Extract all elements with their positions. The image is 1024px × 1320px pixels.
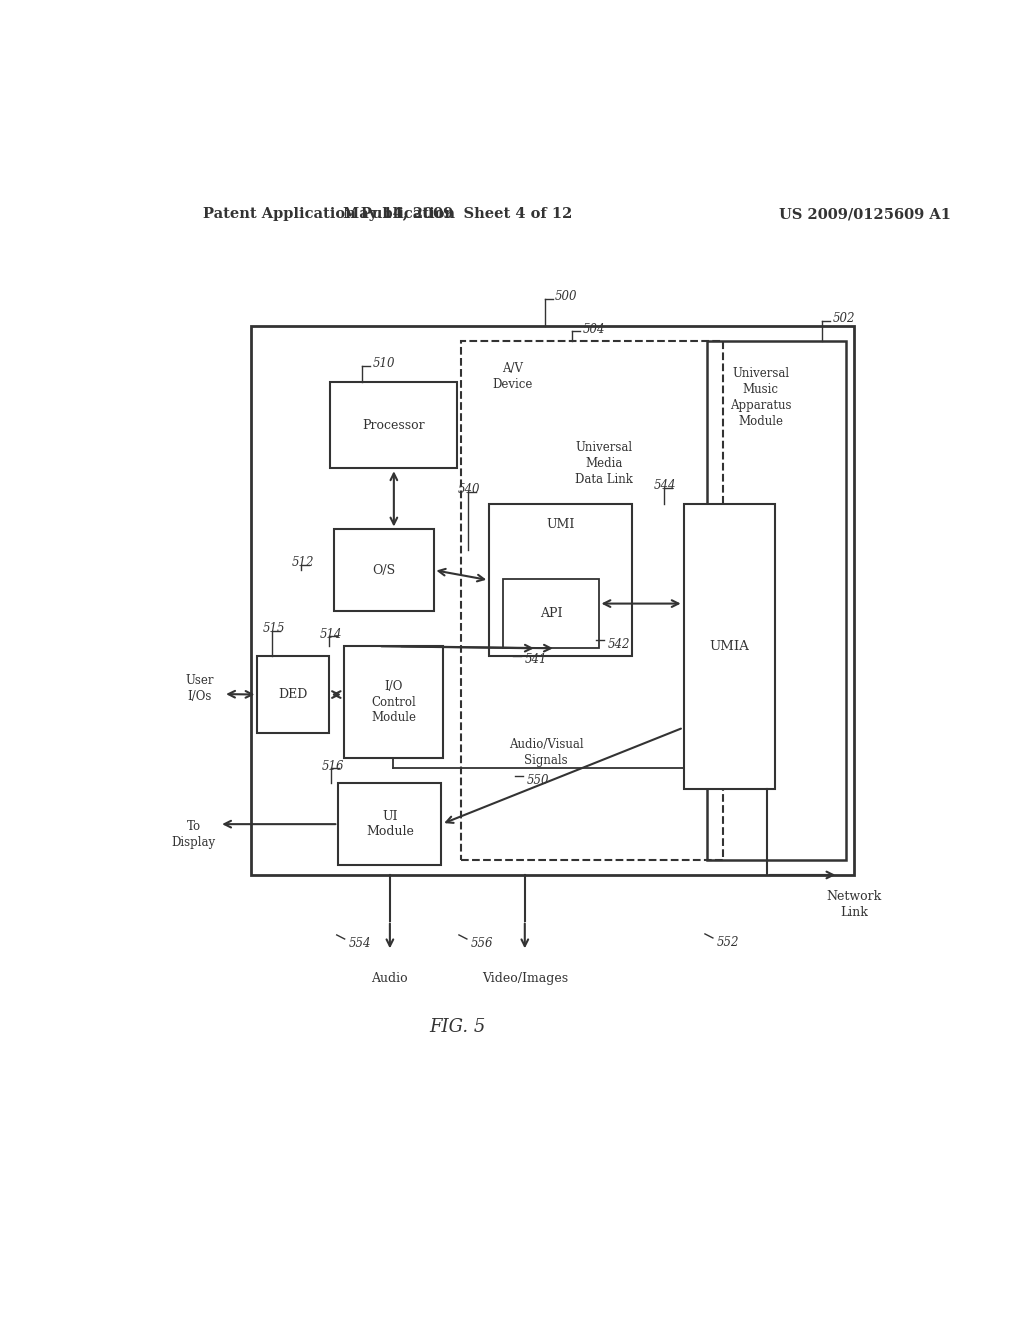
Text: Universal
Media
Data Link: Universal Media Data Link bbox=[575, 441, 633, 486]
Bar bbox=[504, 579, 599, 648]
Bar bbox=[338, 784, 441, 865]
Text: DED: DED bbox=[279, 688, 308, 701]
Text: 542: 542 bbox=[608, 638, 631, 651]
Text: US 2009/0125609 A1: US 2009/0125609 A1 bbox=[778, 207, 950, 222]
Text: I/O
Control
Module: I/O Control Module bbox=[371, 680, 416, 725]
Text: 515: 515 bbox=[263, 623, 286, 635]
Text: A/V
Device: A/V Device bbox=[493, 362, 534, 391]
Text: Processor: Processor bbox=[362, 418, 425, 432]
Bar bbox=[461, 342, 723, 859]
Text: Universal
Music
Apparatus
Module: Universal Music Apparatus Module bbox=[730, 367, 792, 428]
Bar bbox=[251, 326, 854, 875]
Bar bbox=[334, 529, 433, 611]
Bar bbox=[257, 656, 329, 733]
Text: 554: 554 bbox=[348, 937, 371, 949]
Text: 550: 550 bbox=[527, 774, 550, 787]
Text: Audio: Audio bbox=[372, 972, 409, 985]
Text: 516: 516 bbox=[322, 760, 344, 772]
Text: 502: 502 bbox=[833, 313, 855, 326]
Text: 504: 504 bbox=[583, 322, 605, 335]
Text: UMI: UMI bbox=[547, 517, 574, 531]
Text: Network
Link: Network Link bbox=[826, 890, 882, 919]
Text: UI
Module: UI Module bbox=[366, 810, 414, 838]
Bar bbox=[708, 342, 846, 859]
Text: UMIA: UMIA bbox=[710, 640, 750, 653]
Text: 544: 544 bbox=[654, 479, 677, 492]
Text: To
Display: To Display bbox=[172, 820, 216, 849]
Bar bbox=[331, 381, 458, 469]
Text: Audio/Visual
Signals: Audio/Visual Signals bbox=[509, 738, 584, 767]
Text: Patent Application Publication: Patent Application Publication bbox=[204, 207, 456, 222]
Text: 540: 540 bbox=[458, 483, 480, 496]
Bar bbox=[344, 647, 443, 758]
Text: 512: 512 bbox=[292, 557, 314, 569]
Text: 514: 514 bbox=[319, 627, 342, 640]
Bar bbox=[489, 504, 632, 656]
Text: 556: 556 bbox=[471, 937, 494, 949]
Text: May 14, 2009  Sheet 4 of 12: May 14, 2009 Sheet 4 of 12 bbox=[343, 207, 572, 222]
Text: API: API bbox=[540, 607, 562, 620]
Text: FIG. 5: FIG. 5 bbox=[429, 1019, 485, 1036]
Text: Video/Images: Video/Images bbox=[481, 972, 568, 985]
Text: User
I/Os: User I/Os bbox=[185, 675, 214, 704]
Text: 541: 541 bbox=[524, 653, 547, 667]
Text: 500: 500 bbox=[555, 290, 578, 304]
Text: 510: 510 bbox=[373, 358, 395, 370]
Text: O/S: O/S bbox=[373, 564, 395, 577]
Bar bbox=[684, 504, 775, 788]
Text: 552: 552 bbox=[717, 936, 739, 949]
